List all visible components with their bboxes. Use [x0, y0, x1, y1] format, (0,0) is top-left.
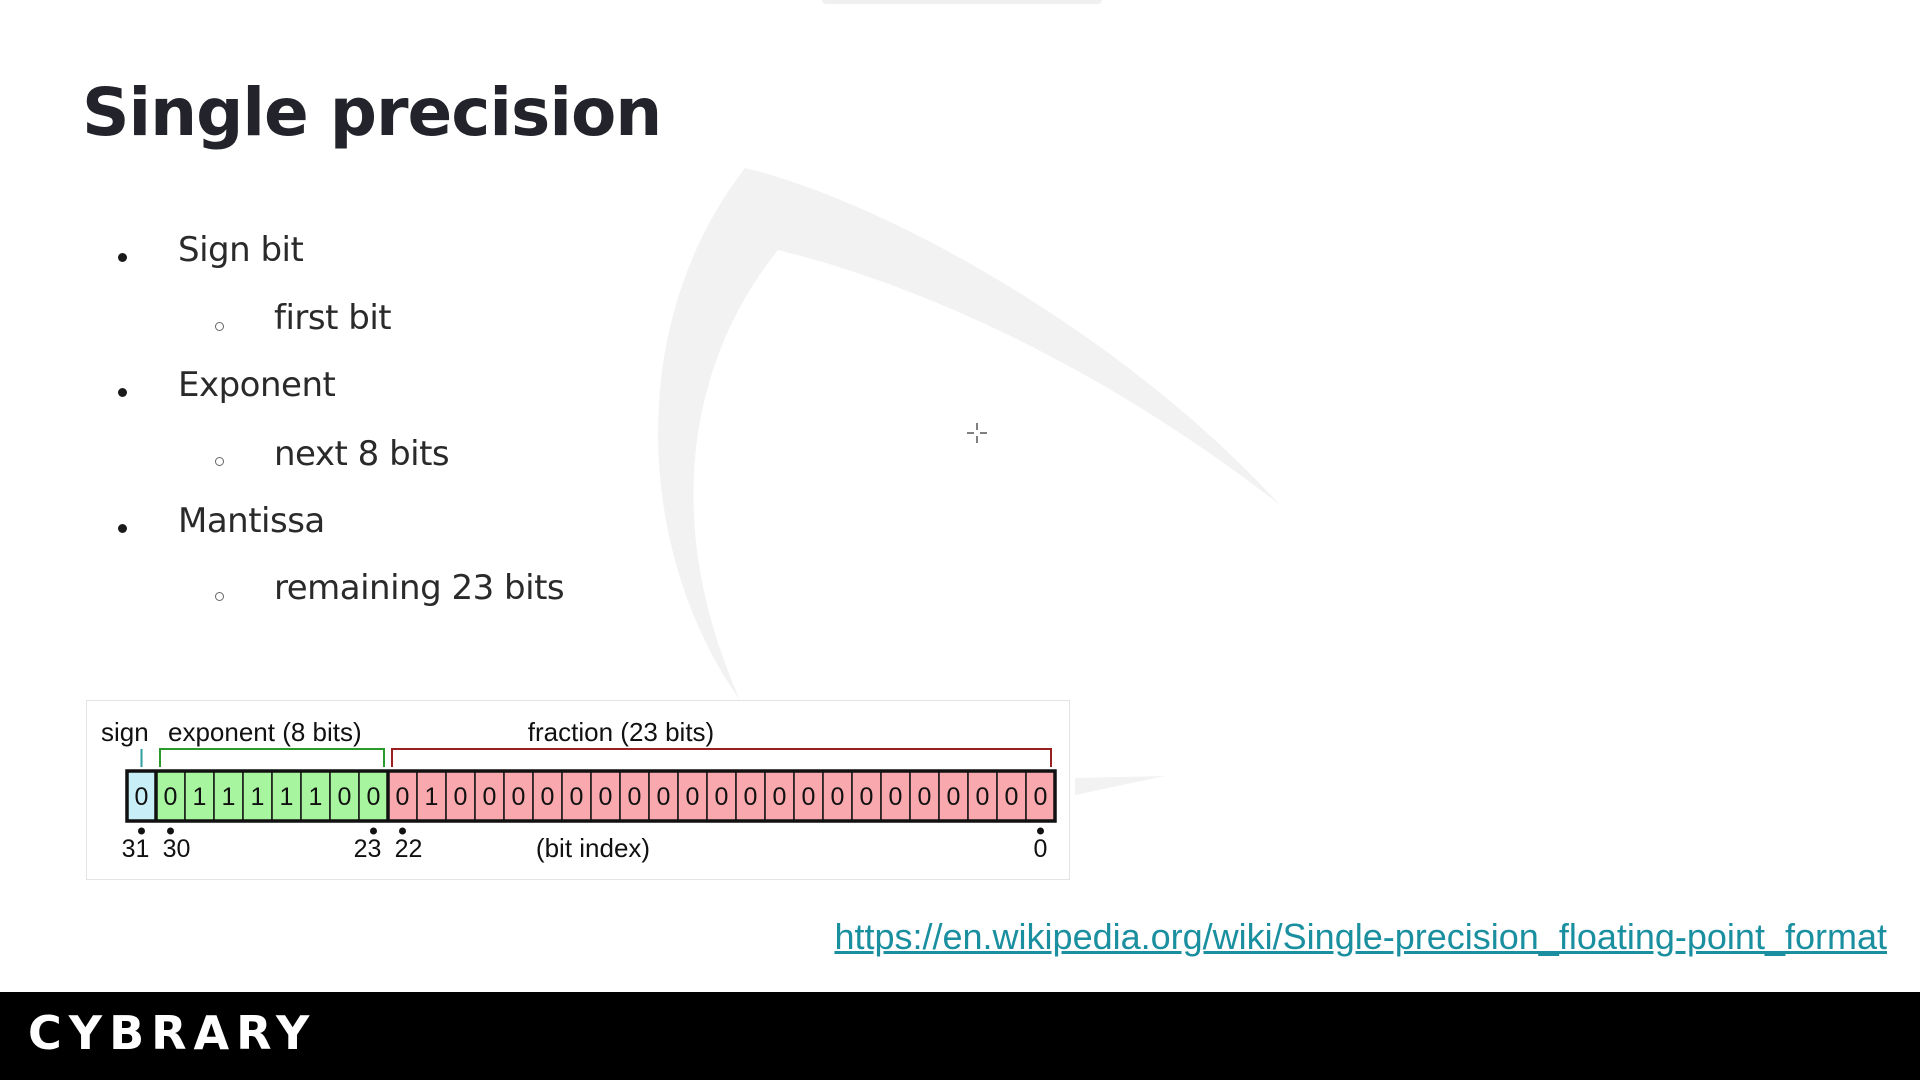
- bit-index-dot: [138, 827, 145, 835]
- sub-bullet-marker: [215, 322, 224, 331]
- bit-value-23: 0: [367, 783, 381, 811]
- sub-bullet-remaining-23-bits: remaining 23 bits: [274, 568, 565, 608]
- bit-index-0: 0: [1034, 835, 1048, 863]
- bullet-exponent: Exponent: [178, 365, 336, 405]
- sub-bullet-next-8-bits: next 8 bits: [274, 434, 450, 474]
- bit-cell-19: [474, 770, 505, 822]
- bit-index-label: (bit index): [536, 833, 650, 863]
- cybrary-logo: CYBRARY: [28, 1006, 317, 1060]
- bit-value-2: 0: [976, 783, 990, 811]
- bit-value-15: 0: [599, 783, 613, 811]
- bit-value-1: 0: [1005, 783, 1019, 811]
- sub-bullet-marker: [215, 457, 224, 466]
- bullet-mantissa: Mantissa: [178, 501, 325, 541]
- exponent-label: exponent (8 bits): [168, 717, 362, 747]
- fraction-bracket: [391, 748, 1052, 767]
- sign-label: sign: [101, 717, 149, 747]
- bit-value-20: 0: [454, 783, 468, 811]
- bit-value-21: 1: [425, 783, 439, 811]
- bit-value-4: 0: [918, 783, 932, 811]
- bit-cell-14: [619, 770, 650, 822]
- bit-value-13: 0: [657, 783, 671, 811]
- bit-value-26: 1: [280, 783, 294, 811]
- crosshair-cursor-icon: [967, 423, 987, 443]
- bit-cell-11: [706, 770, 737, 822]
- bit-value-27: 1: [251, 783, 265, 811]
- bit-value-8: 0: [802, 783, 816, 811]
- bit-frame: [125, 769, 1057, 823]
- bit-value-11: 0: [715, 783, 729, 811]
- bit-value-14: 0: [628, 783, 642, 811]
- bit-value-19: 0: [483, 783, 497, 811]
- slide-title: Single precision: [82, 74, 662, 151]
- bit-value-6: 0: [860, 783, 874, 811]
- bit-index-30: 30: [163, 835, 191, 863]
- bit-value-29: 1: [193, 783, 207, 811]
- top-tab: [822, 0, 1102, 4]
- bit-value-12: 0: [686, 783, 700, 811]
- footer-bar: CYBRARY: [0, 992, 1920, 1080]
- bit-index-31: 31: [122, 835, 150, 863]
- bit-index-22: 22: [395, 835, 423, 863]
- bit-layout-svg: sign exponent (8 bits) fraction (23 bits…: [101, 717, 1057, 863]
- wikipedia-link[interactable]: https://en.wikipedia.org/wiki/Single-pre…: [834, 916, 1887, 957]
- bullet-sign-bit: Sign bit: [178, 230, 304, 270]
- bit-value-31: 0: [135, 783, 149, 811]
- bit-cell-27: [242, 770, 273, 822]
- bit-value-3: 0: [947, 783, 961, 811]
- sub-bullet-marker: [215, 592, 224, 601]
- bit-value-30: 0: [164, 783, 178, 811]
- bit-value-10: 0: [744, 783, 758, 811]
- bit-value-5: 0: [889, 783, 903, 811]
- bit-cell-16: [561, 770, 592, 822]
- bit-value-0: 0: [1034, 783, 1048, 811]
- bullet-marker: [118, 524, 127, 533]
- bit-index-dot: [1037, 827, 1044, 835]
- bullet-marker: [118, 388, 127, 397]
- bit-index-dot: [167, 827, 174, 835]
- bit-value-9: 0: [773, 783, 787, 811]
- exponent-bracket: [159, 748, 385, 767]
- float-format-diagram: sign exponent (8 bits) fraction (23 bits…: [86, 700, 1070, 880]
- bit-value-24: 0: [338, 783, 352, 811]
- bit-value-22: 0: [396, 783, 410, 811]
- fraction-label: fraction (23 bits): [528, 717, 714, 747]
- bit-value-18: 0: [512, 783, 526, 811]
- bit-index-dot: [399, 827, 406, 835]
- bit-value-17: 0: [541, 783, 555, 811]
- bit-value-25: 1: [309, 783, 323, 811]
- bit-cell-1: [996, 770, 1027, 822]
- bit-cell-20: [445, 770, 476, 822]
- bit-value-28: 1: [222, 783, 236, 811]
- sub-bullet-first-bit: first bit: [274, 298, 392, 338]
- bit-cell-3: [938, 770, 969, 822]
- bit-value-16: 0: [570, 783, 584, 811]
- bit-index-23: 23: [354, 835, 382, 863]
- bit-value-7: 0: [831, 783, 845, 811]
- bit-cell-10: [735, 770, 766, 822]
- bullet-marker: [118, 253, 127, 262]
- bit-index-dot: [370, 827, 377, 835]
